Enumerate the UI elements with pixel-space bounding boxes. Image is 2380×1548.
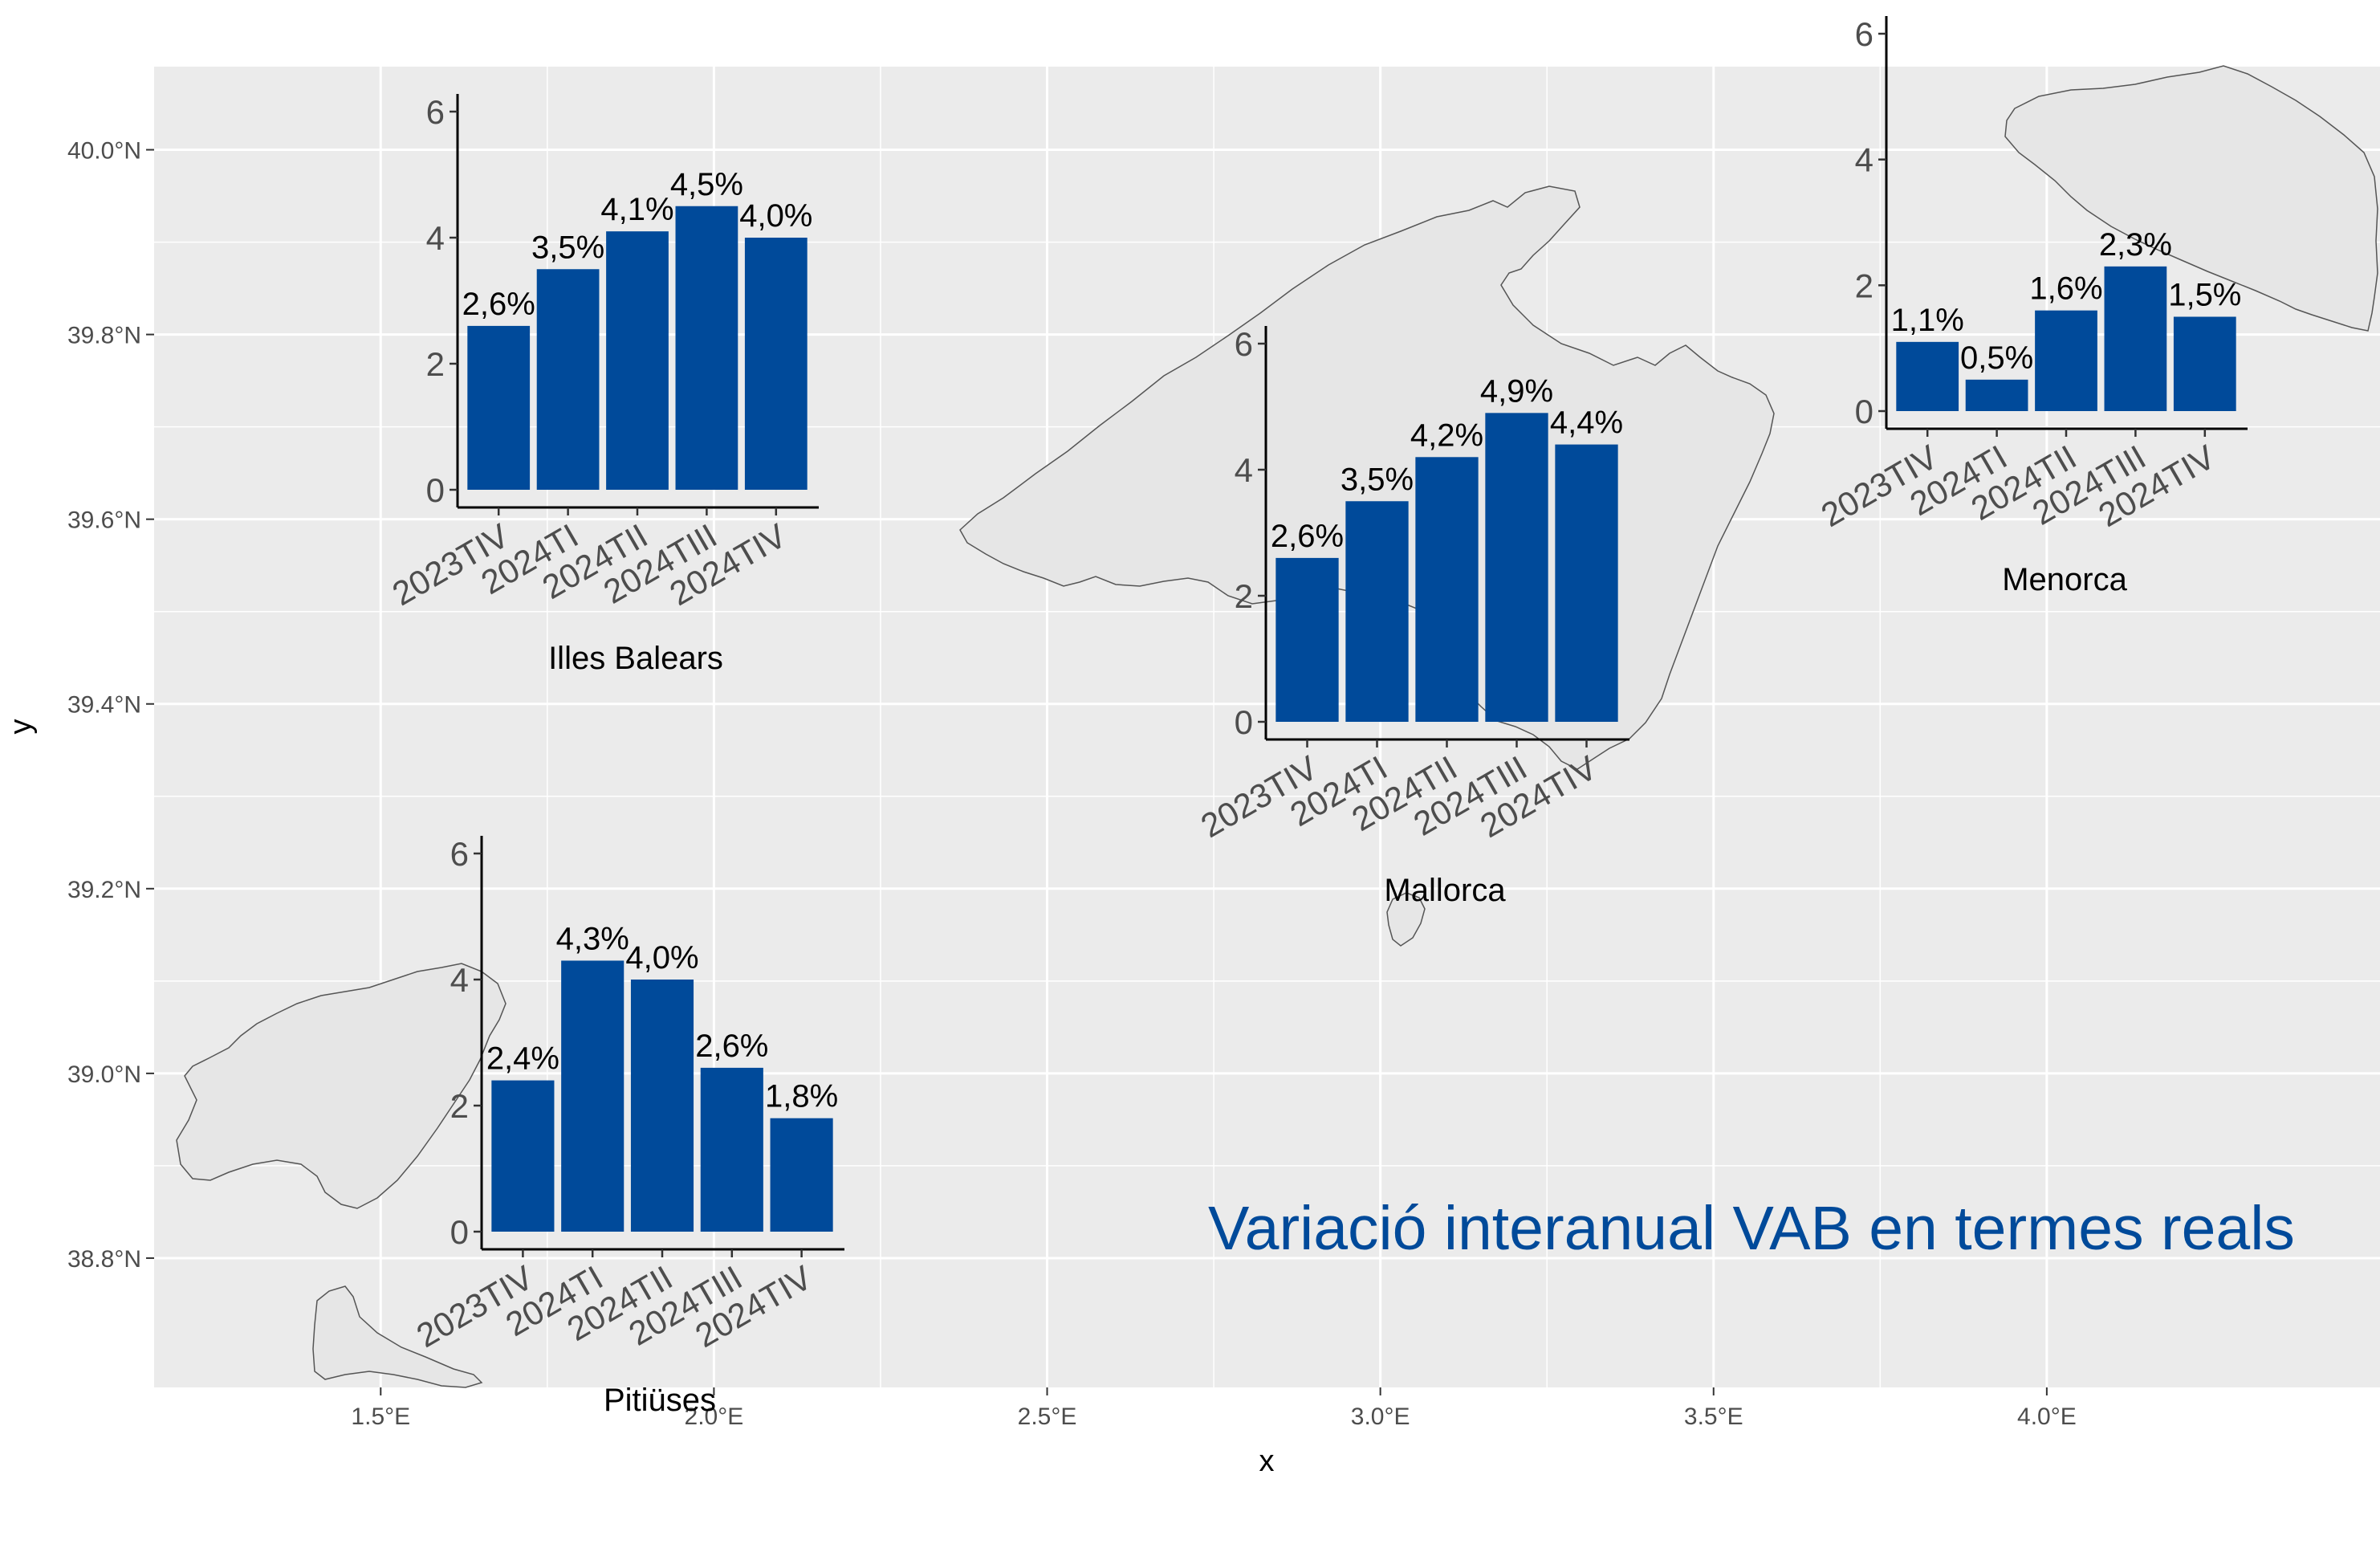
bar-value-label: 2,4% bbox=[486, 1041, 559, 1077]
bar-value-label: 4,4% bbox=[1550, 405, 1623, 441]
menorca-island-shape bbox=[2004, 65, 2378, 332]
y-tick-label: 39.6°N bbox=[67, 507, 141, 534]
y-axis-label: y bbox=[4, 719, 38, 735]
inset-y-tick-label: 6 bbox=[1855, 15, 1873, 53]
x-tick-label: 3.0°E bbox=[1351, 1403, 1410, 1430]
inset-y-tick-label: 0 bbox=[1855, 393, 1873, 430]
y-tick-label: 39.2°N bbox=[67, 877, 141, 903]
inset-caption: Menorca bbox=[2002, 562, 2127, 597]
formentera-island-shape bbox=[312, 1285, 483, 1388]
inset-y-tick-label: 6 bbox=[1235, 325, 1253, 363]
bar-2023TIV bbox=[1275, 557, 1339, 722]
bar-value-label: 2,6% bbox=[1271, 519, 1344, 554]
inset-y-tick-label: 4 bbox=[426, 219, 445, 257]
y-tick-label: 40.0°N bbox=[67, 138, 141, 165]
inset-y-tick-label: 4 bbox=[450, 961, 469, 999]
inset-y-tick-label: 6 bbox=[426, 93, 445, 131]
y-tick-label: 39.0°N bbox=[67, 1061, 141, 1088]
bar-value-label: 1,8% bbox=[765, 1079, 838, 1114]
inset-y-tick-label: 0 bbox=[426, 471, 445, 509]
inset-y-tick-label: 2 bbox=[426, 345, 445, 383]
bar-2024TI bbox=[1345, 501, 1409, 722]
bar-value-label: 3,5% bbox=[1341, 462, 1414, 497]
bar-2024TI bbox=[561, 960, 624, 1232]
bar-2023TIV bbox=[1896, 341, 1959, 411]
inset-menorca: 1,1%0,5%1,6%2,3%1,5%02462023TIV2024TI202… bbox=[1815, 15, 2248, 597]
bar-value-label: 4,5% bbox=[670, 167, 743, 202]
bar-value-label: 1,1% bbox=[1891, 303, 1964, 338]
bar-2024TIV bbox=[1555, 444, 1618, 722]
bar-value-label: 4,3% bbox=[556, 921, 629, 956]
bar-2024TI bbox=[536, 269, 600, 490]
bar-value-label: 2,6% bbox=[695, 1029, 768, 1064]
bar-value-label: 2,6% bbox=[462, 287, 535, 322]
bar-value-label: 4,9% bbox=[1480, 373, 1553, 409]
inset-pitiuses: 2,4%4,3%4,0%2,6%1,8%02462023TIV2024TI202… bbox=[410, 835, 844, 1418]
x-axis-label: x bbox=[1259, 1444, 1275, 1478]
bar-2024TIII bbox=[1485, 413, 1548, 722]
bar-value-label: 0,5% bbox=[1960, 340, 2033, 376]
bar-value-label: 4,1% bbox=[600, 192, 673, 227]
bar-value-label: 4,2% bbox=[1410, 418, 1483, 453]
bar-2024TIII bbox=[675, 206, 738, 490]
inset-caption: Pitiüses bbox=[604, 1383, 716, 1418]
bar-value-label: 1,5% bbox=[2168, 278, 2241, 313]
ibiza-island-shape bbox=[176, 963, 507, 1209]
bar-2023TIV bbox=[491, 1080, 555, 1232]
bar-value-label: 3,5% bbox=[531, 230, 604, 265]
x-tick-label: 2.5°E bbox=[1018, 1403, 1077, 1430]
inset-caption: Mallorca bbox=[1384, 873, 1506, 908]
cabrera-island-shape bbox=[1386, 892, 1426, 947]
x-tick-label: 1.5°E bbox=[351, 1403, 410, 1430]
bar-value-label: 2,3% bbox=[2099, 227, 2172, 263]
inset-y-tick-label: 0 bbox=[1235, 703, 1253, 741]
bar-value-label: 1,6% bbox=[2029, 271, 2102, 307]
inset-y-tick-label: 0 bbox=[450, 1213, 469, 1251]
bar-2024TII bbox=[606, 231, 669, 490]
bar-2024TII bbox=[2035, 310, 2097, 411]
bar-2024TIII bbox=[700, 1067, 763, 1232]
inset-y-tick-label: 2 bbox=[1235, 577, 1253, 615]
inset-y-tick-label: 4 bbox=[1855, 141, 1873, 179]
x-tick-label: 4.0°E bbox=[2017, 1403, 2077, 1430]
inset-y-tick-label: 2 bbox=[1855, 267, 1873, 304]
inset-caption: Illes Balears bbox=[548, 641, 723, 676]
bar-value-label: 4,0% bbox=[739, 198, 812, 234]
bar-2024TII bbox=[630, 980, 694, 1232]
bar-2024TIV bbox=[2173, 316, 2236, 411]
inset-y-tick-label: 6 bbox=[450, 835, 469, 873]
y-tick-label: 38.8°N bbox=[67, 1246, 141, 1273]
figure-title: Variació interanual VAB en termes reals bbox=[1208, 1194, 2295, 1263]
y-tick-label: 39.8°N bbox=[67, 323, 141, 349]
map-axes: 1.5°E 2.0°E 2.5°E 3.0°E 3.5°E 4.0°E 38.8°N 39.0… bbox=[67, 138, 2077, 1430]
inset-y-tick-label: 2 bbox=[450, 1087, 469, 1125]
bar-2024TIV bbox=[744, 238, 808, 490]
bar-value-label: 4,0% bbox=[625, 940, 698, 976]
bar-2024TIV bbox=[770, 1118, 833, 1232]
bar-2024TI bbox=[1965, 379, 2028, 411]
x-tick-label: 2.0°E bbox=[685, 1403, 744, 1430]
inset-y-tick-label: 4 bbox=[1235, 451, 1253, 489]
x-tick-label: 3.5°E bbox=[1684, 1403, 1743, 1430]
y-tick-label: 39.4°N bbox=[67, 692, 141, 719]
bar-2023TIV bbox=[467, 325, 531, 490]
bar-2024TIII bbox=[2104, 266, 2167, 411]
bar-2024TII bbox=[1415, 457, 1479, 722]
